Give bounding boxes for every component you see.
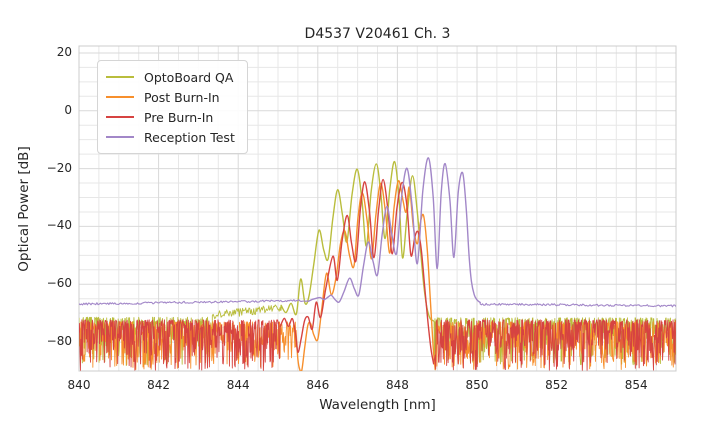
y-axis-label: Optical Power [dB] <box>16 146 32 272</box>
x-tick-label: 844 <box>226 378 250 392</box>
legend-item: Post Burn-In <box>104 87 239 107</box>
y-tick-label: −40 <box>46 218 72 233</box>
chart-title: D4537 V20461 Ch. 3 <box>304 26 451 42</box>
legend-line-swatch <box>106 76 134 78</box>
x-tick-label: 846 <box>306 378 330 392</box>
y-tick-label: −60 <box>46 276 72 291</box>
legend-item: OptoBoard QA <box>104 67 239 87</box>
legend-item: Reception Test <box>104 127 239 147</box>
legend-label: OptoBoard QA <box>144 69 234 85</box>
legend-line-swatch <box>106 96 134 98</box>
legend-label: Pre Burn-In <box>144 109 214 125</box>
legend-label: Reception Test <box>144 129 235 145</box>
x-tick-label: 848 <box>385 378 409 392</box>
y-tick-label: −20 <box>46 160 72 175</box>
x-axis-label: Wavelength [nm] <box>319 397 436 413</box>
x-tick-label: 840 <box>67 378 91 392</box>
y-tick-label: −80 <box>46 334 72 349</box>
legend-line-swatch <box>106 116 134 118</box>
legend-item: Pre Burn-In <box>104 107 239 127</box>
x-tick-label: 854 <box>624 378 648 392</box>
legend-label: Post Burn-In <box>144 89 220 105</box>
y-tick-label: 20 <box>56 44 72 59</box>
x-tick-label: 852 <box>545 378 569 392</box>
legend-line-swatch <box>106 136 134 138</box>
y-tick-label: 0 <box>64 102 72 117</box>
x-tick-label: 842 <box>147 378 171 392</box>
x-tick-label: 850 <box>465 378 489 392</box>
legend: OptoBoard QA Post Burn-In Pre Burn-In Recep… <box>97 60 248 154</box>
